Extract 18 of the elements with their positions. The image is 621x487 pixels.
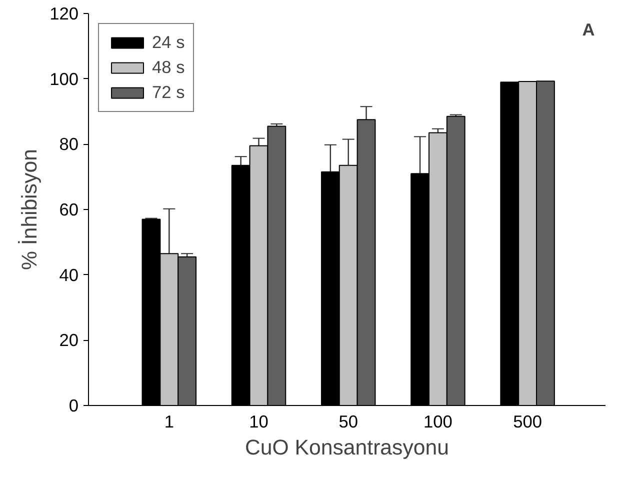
x-tick-label: 500 [513, 412, 542, 432]
legend-label: 72 s [152, 82, 185, 103]
x-tick-label: 1 [164, 412, 174, 432]
annotation: A [582, 20, 596, 40]
x-tick-label: 50 [338, 412, 358, 432]
y-tick-label: 20 [59, 330, 79, 350]
y-tick-label: 60 [59, 200, 79, 220]
x-axis-title: CuO Konsantrasyonu [245, 436, 449, 460]
x-tick-label: 100 [423, 412, 452, 432]
y-axis-title: % İnhibisyon [18, 149, 42, 270]
y-tick-label: 80 [59, 134, 79, 154]
legend-label: 48 s [152, 57, 185, 78]
x-tick-label: 10 [249, 412, 268, 432]
y-tick-label: 100 [50, 68, 79, 89]
legend-label: 24 s [152, 32, 185, 53]
y-tick-label: 120 [50, 4, 79, 24]
y-tick-label: 40 [59, 264, 79, 285]
y-tick-label: 0 [68, 396, 79, 416]
